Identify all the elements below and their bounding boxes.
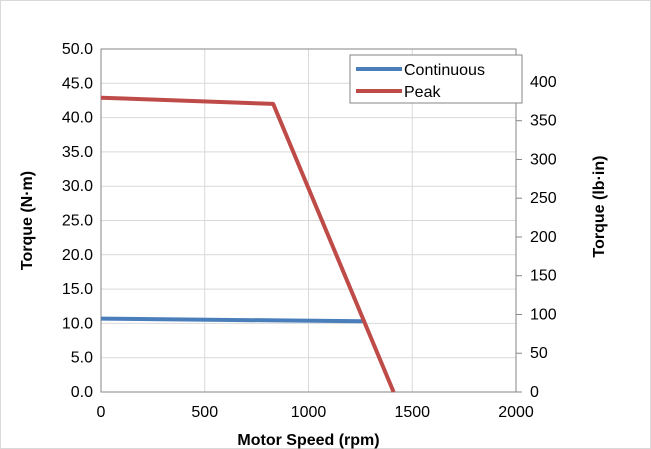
x-tick-label: 0 [97,404,106,421]
legend-label: Continuous [404,62,485,79]
y2-tick-label: 100 [530,306,557,323]
x-tick-label: 1000 [291,404,327,421]
y2-tick-label: 400 [530,74,557,91]
y2-tick-label: 150 [530,268,557,285]
y-tick-label: 35.0 [62,144,93,161]
series-lines [100,95,396,393]
series-line-continuous [100,316,363,324]
y-tick-label: 45.0 [62,75,93,92]
y-tick-label: 10.0 [62,315,93,332]
y2-axis-title: Torque (lb·in) [591,156,608,258]
x-tick-label: 2000 [498,404,534,421]
y-tick-label: 50.0 [62,41,93,58]
x-tick-label: 500 [191,404,218,421]
y-tick-label: 40.0 [62,110,93,127]
x-axis-ticks: 0 500 1000 1500 2000 [97,404,534,421]
y-tick-label: 15.0 [62,281,93,298]
y-tick-label: 20.0 [62,247,93,264]
x-axis-title: Motor Speed (rpm) [237,432,379,449]
y-tick-label: 0.0 [71,384,93,401]
y2-tick-label: 350 [530,113,557,130]
y2-tick-label: 50 [530,345,548,362]
y-tick-label: 25.0 [62,213,93,230]
x-tick-label: 1500 [394,404,430,421]
y2-axis-ticks: 0 50 100 150 200 250 300 350 400 [515,49,557,401]
y-tick-label: 30.0 [62,178,93,195]
y-tick-label: 5.0 [71,350,93,367]
y2-tick-label: 300 [530,151,557,168]
y2-tick-label: 0 [530,384,539,401]
y-axis-title: Torque (N·m) [19,171,36,270]
y2-tick-label: 200 [530,229,557,246]
legend: Continuous Peak [349,54,523,104]
y-axis-ticks: 0.0 5.0 10.0 15.0 20.0 25.0 30.0 35.0 40.0 45.0 50… [62,41,93,401]
legend-box [349,54,523,104]
series-line-peak [100,95,396,393]
legend-label: Peak [404,84,441,101]
y2-tick-label: 250 [530,190,557,207]
